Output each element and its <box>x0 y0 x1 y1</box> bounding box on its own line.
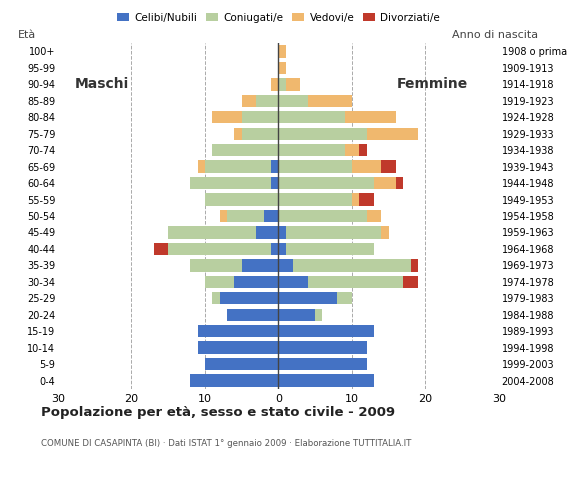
Bar <box>278 276 308 288</box>
Bar <box>278 358 367 370</box>
Bar <box>359 193 374 206</box>
Bar <box>242 111 278 123</box>
Bar <box>359 144 367 156</box>
Text: COMUNE DI CASAPINTA (BI) · Dati ISTAT 1° gennaio 2009 · Elaborazione TUTTITALIA.: COMUNE DI CASAPINTA (BI) · Dati ISTAT 1°… <box>41 439 411 448</box>
Bar <box>315 309 322 321</box>
Bar <box>205 358 278 370</box>
Bar <box>308 95 352 107</box>
Bar <box>367 210 381 222</box>
Bar <box>227 309 278 321</box>
Bar <box>205 160 271 173</box>
Bar <box>381 226 389 239</box>
Bar <box>278 292 337 304</box>
Bar <box>278 111 345 123</box>
Text: Anno di nascita: Anno di nascita <box>452 30 538 40</box>
Bar <box>256 226 278 239</box>
Bar <box>278 325 374 337</box>
Bar <box>256 95 278 107</box>
Bar <box>168 226 256 239</box>
Bar <box>212 144 278 156</box>
Bar <box>227 210 264 222</box>
Bar <box>198 325 278 337</box>
Bar <box>278 374 374 387</box>
Bar <box>278 160 352 173</box>
Bar <box>271 160 278 173</box>
Bar <box>367 128 418 140</box>
Text: Maschi: Maschi <box>75 77 129 91</box>
Text: Popolazione per età, sesso e stato civile - 2009: Popolazione per età, sesso e stato civil… <box>41 406 395 419</box>
Bar <box>411 259 418 272</box>
Bar <box>205 193 278 206</box>
Bar <box>264 210 278 222</box>
Bar <box>345 144 359 156</box>
Bar <box>345 111 396 123</box>
Bar <box>190 177 271 189</box>
Bar <box>278 144 345 156</box>
Bar <box>234 128 242 140</box>
Bar <box>234 276 278 288</box>
Bar <box>278 95 308 107</box>
Bar <box>190 259 242 272</box>
Bar <box>286 243 374 255</box>
Legend: Celibi/Nubili, Coniugati/e, Vedovi/e, Divorziati/e: Celibi/Nubili, Coniugati/e, Vedovi/e, Di… <box>113 9 444 27</box>
Bar <box>220 292 278 304</box>
Bar <box>278 259 293 272</box>
Bar <box>352 160 381 173</box>
Bar <box>220 210 227 222</box>
Bar <box>278 193 352 206</box>
Bar <box>242 259 278 272</box>
Bar <box>278 62 286 74</box>
Bar <box>242 128 278 140</box>
Text: Età: Età <box>19 30 37 40</box>
Bar <box>308 276 403 288</box>
Text: Femmine: Femmine <box>397 77 468 91</box>
Bar <box>403 276 418 288</box>
Bar <box>278 226 286 239</box>
Bar <box>271 243 278 255</box>
Bar <box>381 160 396 173</box>
Bar <box>278 177 374 189</box>
Bar <box>396 177 403 189</box>
Bar <box>198 341 278 354</box>
Bar <box>212 111 242 123</box>
Bar <box>278 309 315 321</box>
Bar <box>286 78 300 91</box>
Bar <box>286 226 381 239</box>
Bar <box>190 374 278 387</box>
Bar <box>278 243 286 255</box>
Bar <box>374 177 396 189</box>
Bar <box>278 45 286 58</box>
Bar <box>154 243 168 255</box>
Bar <box>278 78 286 91</box>
Bar <box>278 210 367 222</box>
Bar <box>293 259 411 272</box>
Bar <box>205 276 234 288</box>
Bar <box>271 78 278 91</box>
Bar <box>212 292 220 304</box>
Bar <box>278 128 367 140</box>
Bar <box>352 193 359 206</box>
Bar <box>168 243 271 255</box>
Bar <box>242 95 256 107</box>
Bar <box>198 160 205 173</box>
Bar <box>271 177 278 189</box>
Bar <box>278 341 367 354</box>
Bar <box>337 292 352 304</box>
